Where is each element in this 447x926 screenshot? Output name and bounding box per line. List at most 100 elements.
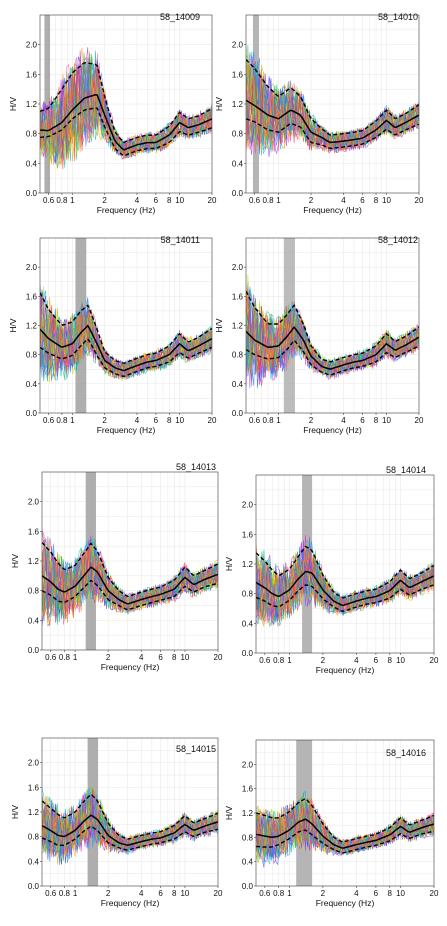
y-tick-label: 0.0: [26, 189, 38, 198]
window-curve: [42, 546, 218, 616]
y-axis-label: H/V: [214, 318, 224, 333]
y-tick-label: 0.8: [26, 130, 38, 139]
mean-curve: [256, 818, 434, 849]
y-tick-label: 1.6: [242, 785, 254, 794]
x-tick-label: 20: [415, 416, 424, 425]
x-tick-label: 2: [106, 889, 111, 898]
y-tick-label: 0.0: [26, 409, 38, 418]
std-upper-curve: [246, 59, 419, 136]
window-curve: [42, 792, 218, 857]
y-tick-label: 0.4: [28, 857, 40, 866]
x-tick-label: 0.6: [45, 889, 57, 898]
x-tick-label: 2: [309, 196, 314, 205]
x-tick-label: 4: [139, 889, 144, 898]
statistic-curves: [40, 292, 212, 378]
hv-panel-6: 0.00.40.81.21.62.00.6 0.8 1 2 4 6 8 10 20Frequen…: [10, 737, 223, 908]
hv-panel-3: 0.00.40.81.21.62.00.6 0.8 1 2 4 6 8 10 20Frequen…: [214, 235, 424, 435]
mean-curve: [42, 566, 218, 605]
hv-panel-7: 0.00.40.81.21.62.00.6 0.8 1 2 4 6 8 10 20Frequen…: [224, 739, 439, 908]
y-axis-label: H/V: [214, 97, 224, 112]
statistic-curves: [42, 542, 218, 611]
x-tick-label: 6: [158, 889, 163, 898]
y-tick-label: 0.0: [242, 882, 254, 891]
y-tick-label: 2.0: [242, 760, 254, 769]
panel-title: 58_14015: [176, 744, 216, 754]
x-tick-label: 6: [374, 656, 379, 665]
x-tick-label: 2: [106, 653, 111, 662]
mean-curve: [40, 324, 212, 372]
x-tick-label: 20: [430, 889, 439, 898]
window-curve: [246, 60, 419, 150]
window-curve: [42, 546, 218, 616]
y-tick-label: 0.0: [242, 649, 254, 658]
std-upper-curve: [40, 292, 212, 364]
y-tick-label: 0.4: [242, 858, 254, 867]
grid: [41, 471, 219, 651]
x-tick-label: 2: [102, 416, 107, 425]
y-tick-label: 1.6: [242, 530, 254, 539]
std-lower-curve: [40, 107, 212, 157]
x-tick-label: 0.8: [273, 656, 285, 665]
window-curve: [40, 63, 212, 170]
x-tick-label: 10: [382, 416, 391, 425]
window-curves: [40, 47, 212, 170]
std-upper-curve: [256, 797, 434, 843]
x-tick-label: 0.6: [249, 416, 261, 425]
y-tick-label: 0.0: [232, 409, 244, 418]
y-tick-label: 1.2: [28, 808, 40, 817]
grid: [255, 739, 435, 887]
window-curves: [42, 529, 218, 627]
x-tick-label: 8: [388, 656, 393, 665]
x-tick-label: 20: [430, 656, 439, 665]
window-curve: [246, 59, 419, 149]
x-tick-label: 4: [354, 656, 359, 665]
window-curve: [42, 794, 218, 856]
grid: [41, 737, 219, 887]
x-tick-label: 1: [70, 416, 75, 425]
mean-curve: [256, 570, 434, 607]
x-tick-label: 8: [167, 416, 172, 425]
x-tick-label: 6: [360, 416, 365, 425]
x-tick-label: 10: [396, 889, 405, 898]
statistic-curves: [256, 797, 434, 854]
std-upper-curve: [42, 542, 218, 598]
window-curve: [256, 796, 434, 860]
x-tick-label: 1: [70, 196, 75, 205]
window-curve: [256, 555, 434, 614]
window-curve: [42, 788, 218, 854]
x-tick-label: 4: [139, 653, 144, 662]
x-tick-label: 4: [135, 416, 140, 425]
x-tick-label: 10: [175, 416, 184, 425]
peak-frequency-band: [85, 472, 96, 650]
x-tick-label: 0.6: [45, 653, 57, 662]
std-lower-curve: [42, 579, 218, 611]
x-tick-label: 20: [214, 653, 223, 662]
y-tick-label: 2.0: [26, 41, 38, 50]
hv-panel-4: 0.00.40.81.21.62.00.6 0.8 1 2 4 6 8 10 20Frequen…: [10, 462, 223, 672]
y-axis-label: H/V: [8, 318, 18, 333]
panel-title: 58_14009: [160, 12, 200, 22]
std-upper-curve: [40, 61, 212, 144]
x-axis-label: Frequency (Hz): [303, 425, 362, 435]
y-axis-label: H/V: [224, 557, 234, 572]
window-curve: [42, 541, 218, 623]
mean-curve: [42, 814, 218, 846]
y-tick-label: 1.2: [232, 322, 244, 331]
x-tick-label: 4: [135, 196, 140, 205]
x-tick-label: 10: [180, 889, 189, 898]
x-tick-label: 2: [309, 416, 314, 425]
grid: [255, 474, 435, 654]
y-tick-label: 2.0: [28, 498, 40, 507]
x-tick-label: 10: [175, 196, 184, 205]
x-tick-label: 2: [321, 656, 326, 665]
x-tick-label: 0.6: [249, 196, 261, 205]
panel-title: 58_14011: [161, 235, 200, 245]
x-tick-label: 1: [287, 656, 292, 665]
x-axis-label: Frequency (Hz): [97, 425, 156, 435]
hv-panel-0: 0.00.40.81.21.62.00.6 0.8 1 2 4 6 8 10 20Frequen…: [8, 12, 217, 215]
x-tick-label: 2: [102, 196, 107, 205]
y-tick-label: 2.0: [26, 263, 38, 272]
y-tick-label: 0.0: [28, 882, 40, 891]
std-lower-curve: [246, 118, 419, 150]
